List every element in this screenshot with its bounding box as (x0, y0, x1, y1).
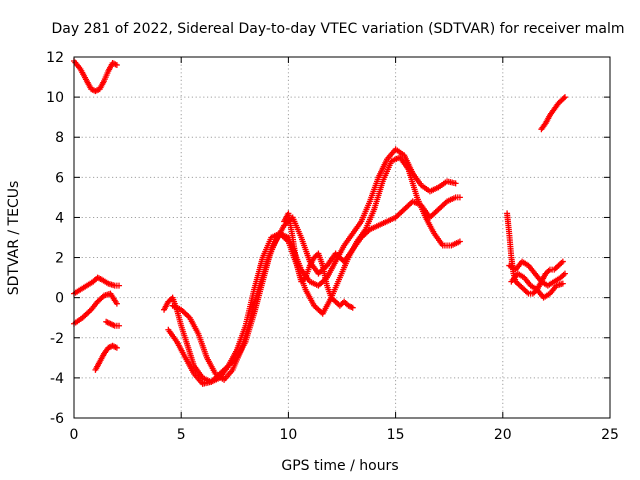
data-point (452, 180, 459, 187)
series-arc-3 (71, 290, 120, 327)
y-axis: -6 -4 -2 0 2 4 6 8 10 12 (46, 50, 610, 427)
data-point (561, 94, 568, 101)
x-axis-label: GPS time / hours (281, 458, 398, 474)
data-point (560, 95, 567, 102)
data-point (93, 87, 100, 94)
x-tick-label: 10 (279, 427, 297, 443)
y-tick-label: -4 (50, 371, 64, 387)
series-arc-13 (538, 94, 568, 133)
y-axis-label: SDTVAR / TECUs (6, 181, 22, 296)
x-tick-label: 20 (494, 427, 512, 443)
data-point (561, 270, 568, 277)
plot-frame (73, 56, 611, 419)
series-arc-4 (92, 342, 120, 373)
x-axis: 0 5 10 15 20 25 (70, 57, 619, 443)
y-tick-label: -6 (50, 411, 64, 427)
data-point (559, 280, 566, 287)
y-tick-label: 4 (55, 210, 64, 226)
series-arc-1 (71, 58, 120, 95)
x-tick-label: 0 (70, 427, 79, 443)
y-tick-label: 8 (55, 130, 64, 146)
data-point (113, 300, 120, 307)
data-point (112, 344, 119, 351)
series-arc-11 (506, 258, 568, 289)
y-tick-label: -2 (50, 331, 64, 347)
data-point (113, 344, 120, 351)
series-arc-12 (508, 270, 566, 301)
y-tick-label: 0 (55, 291, 64, 307)
y-tick-label: 10 (46, 90, 64, 106)
data-point (113, 62, 120, 69)
series-arc-9 (281, 210, 356, 311)
data-point (559, 258, 566, 265)
chart-title: Day 281 of 2022, Sidereal Day-to-day VTE… (52, 21, 625, 37)
data-point (456, 194, 463, 201)
y-tick-label: 12 (46, 50, 64, 66)
data-point (349, 304, 356, 311)
series-arc-8 (169, 194, 463, 383)
x-tick-label: 15 (387, 427, 405, 443)
data-point (116, 322, 123, 329)
data-point (116, 282, 123, 289)
x-tick-label: 5 (177, 427, 186, 443)
data-point (456, 238, 463, 245)
data-point (111, 343, 118, 350)
grid (74, 57, 610, 418)
x-tick-label: 25 (601, 427, 619, 443)
data-series (71, 58, 568, 387)
y-tick-label: 2 (55, 251, 64, 267)
y-tick-label: 6 (55, 170, 64, 186)
series-arc-2 (71, 274, 123, 297)
series-arc-5 (103, 318, 123, 329)
